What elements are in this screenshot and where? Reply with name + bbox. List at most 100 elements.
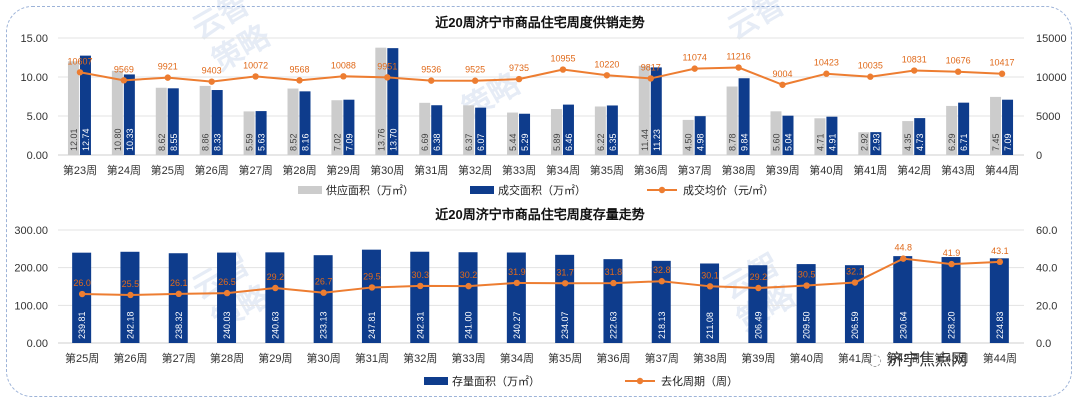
x-tick-label: 第27周 xyxy=(162,351,196,365)
bar xyxy=(770,111,782,155)
bar xyxy=(1002,99,1014,155)
line-marker xyxy=(252,73,259,80)
y-right-tick-label: 0.0 xyxy=(1036,338,1051,350)
bar-value-label: 211.08 xyxy=(705,312,715,339)
bar xyxy=(387,48,399,155)
line-marker xyxy=(559,66,567,73)
bar xyxy=(217,252,237,343)
bar xyxy=(555,254,575,343)
x-tick-label: 第28周 xyxy=(210,351,244,365)
bar xyxy=(638,65,650,155)
line-value-label: 10607 xyxy=(67,56,92,66)
bar-value-label: 242.18 xyxy=(125,311,135,339)
y-right-tick-label: 20.0 xyxy=(1036,300,1057,312)
x-tick-label: 第38周 xyxy=(721,163,755,177)
line-value-label: 10072 xyxy=(243,60,268,70)
bar-value-label: 8.78 xyxy=(728,133,738,151)
bar-value-label: 241.00 xyxy=(464,311,474,339)
x-tick-label: 第39周 xyxy=(741,351,775,365)
bar xyxy=(550,109,562,155)
series-line xyxy=(82,257,1000,296)
bar xyxy=(243,111,255,155)
y-left-tick-label: 5.00 xyxy=(27,111,48,123)
x-tick-label: 第24周 xyxy=(107,163,141,177)
x-tick-label: 第43周 xyxy=(941,163,975,177)
x-tick-label: 第36周 xyxy=(634,163,668,177)
line-marker xyxy=(658,278,665,285)
line-marker xyxy=(208,78,215,85)
bar xyxy=(650,67,662,155)
bar-value-label: 2.92 xyxy=(859,133,869,151)
x-tick-label: 第31周 xyxy=(355,351,389,365)
y-left-tick-label: 10.00 xyxy=(20,72,48,84)
line-marker xyxy=(428,77,435,84)
line-value-label: 30.2 xyxy=(460,270,478,280)
legend-supply-swatch xyxy=(298,186,322,194)
bar xyxy=(738,78,750,155)
bar xyxy=(814,118,826,155)
chart1-price-line: 10607 9569 9921 9403 10072 9568 10088 9951 9536 9… xyxy=(67,52,1015,88)
x-tick-label: 第43周 xyxy=(934,351,968,365)
line-marker xyxy=(998,70,1006,77)
line-marker xyxy=(735,64,742,71)
bar-value-label: 6.71 xyxy=(959,133,969,151)
bar xyxy=(431,105,443,155)
line-value-label: 26.7 xyxy=(315,277,333,287)
bar xyxy=(507,112,519,155)
x-tick-label: 第23周 xyxy=(63,163,97,177)
x-tick-label: 第25周 xyxy=(151,163,185,177)
bar-value-label: 5.59 xyxy=(245,133,255,151)
bar-value-label: 8.52 xyxy=(289,133,299,151)
line-marker xyxy=(320,289,327,296)
bar-value-label: 7.02 xyxy=(332,133,342,151)
x-tick-label: 第28周 xyxy=(282,163,316,177)
bar-value-label: 228.20 xyxy=(947,311,957,339)
line-value-label: 10955 xyxy=(550,54,575,64)
legend-stock-label: 存量面积（万㎡） xyxy=(452,374,540,388)
line-marker xyxy=(175,290,182,298)
chart2-left-axis-ticks: 0.00 100.00 200.00 300.00 xyxy=(14,225,48,350)
bar xyxy=(700,263,720,343)
bar xyxy=(299,91,311,155)
line-marker xyxy=(911,67,918,74)
y-left-tick-label: 15.00 xyxy=(20,33,48,45)
y-right-tick-label: 5000 xyxy=(1036,111,1060,123)
x-tick-label: 第36周 xyxy=(596,351,630,365)
y-right-tick-label: 15000 xyxy=(1036,33,1067,45)
x-tick-label: 第40周 xyxy=(809,163,843,177)
bar xyxy=(958,102,970,155)
line-value-label: 9569 xyxy=(114,64,134,74)
line-value-label: 10220 xyxy=(594,59,619,69)
line-marker xyxy=(127,291,134,299)
line-value-label: 29.2 xyxy=(750,272,768,282)
bar-value-label: 7.45 xyxy=(991,133,1001,151)
bar-value-label: 206.59 xyxy=(850,311,860,339)
chart2-x-axis-labels: 第25周 第26周 第27周 第28周 第29周 第30周 第31周 第32周 第33周 第34周… xyxy=(65,351,1017,365)
chart2-bars: 239.81 242.18 238.32 240.03 240.63 233.13 247.… xyxy=(72,249,1009,343)
x-tick-label: 第39周 xyxy=(765,163,799,177)
bar-value-label: 6.46 xyxy=(564,133,574,151)
bar-value-label: 6.29 xyxy=(947,133,957,151)
bar xyxy=(506,252,526,343)
line-marker xyxy=(996,258,1004,266)
line-value-label: 9921 xyxy=(158,62,178,72)
x-tick-label: 第26周 xyxy=(195,163,229,177)
bar xyxy=(72,252,92,343)
bar-value-label: 8.86 xyxy=(201,133,211,151)
x-tick-label: 第32周 xyxy=(403,351,437,365)
bar xyxy=(562,104,574,155)
line-value-label: 9817 xyxy=(641,62,661,72)
bar xyxy=(67,61,79,155)
line-marker xyxy=(610,279,617,287)
chart2-title: 近20周济宁市商品住宅周度存量走势 xyxy=(435,207,644,222)
y-right-tick-label: 10000 xyxy=(1036,72,1067,84)
bar xyxy=(343,99,355,155)
bar xyxy=(682,119,694,155)
bar-value-label: 9.84 xyxy=(740,133,750,151)
bar-value-label: 222.63 xyxy=(608,311,618,339)
line-marker xyxy=(164,74,171,81)
bar xyxy=(844,265,864,343)
legend-deal-label: 成交面积（万㎡） xyxy=(498,183,586,197)
line-value-label: 9735 xyxy=(509,63,529,73)
line-value-label: 10035 xyxy=(858,61,883,71)
